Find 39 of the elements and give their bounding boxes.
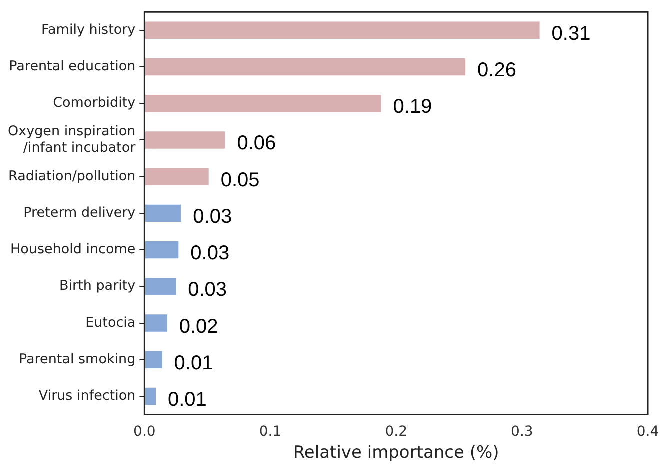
bar — [144, 351, 162, 368]
bar — [144, 58, 466, 76]
data-label: 0.06 — [237, 132, 276, 155]
data-label: 0.03 — [193, 206, 232, 228]
x-axis-title: Relative importance (%) — [293, 443, 500, 464]
y-tick-label: Comorbidity — [53, 95, 136, 112]
y-tick-label: Radiation/pollution — [8, 168, 136, 184]
data-label: 0.31 — [552, 22, 591, 45]
data-label: 0.03 — [190, 242, 230, 265]
data-label: 0.26 — [478, 60, 516, 82]
bar — [144, 168, 209, 186]
y-tick-label: Household income — [10, 242, 136, 258]
y-tick-label: Preterm delivery — [24, 204, 136, 221]
data-label: 0.01 — [168, 389, 207, 412]
y-tick-label: Parental education — [9, 58, 136, 75]
y-tick-label: Virus infection — [38, 388, 136, 404]
y-tick-label: Eutocia — [86, 314, 136, 331]
data-label: 0.01 — [174, 352, 214, 374]
bar — [144, 95, 382, 112]
x-tick-label: 0.2 — [385, 424, 408, 440]
x-tick-label: 0.0 — [134, 424, 156, 440]
bar — [144, 241, 179, 259]
bar — [144, 314, 168, 332]
bar — [144, 388, 156, 406]
data-label: 0.02 — [179, 316, 218, 338]
bar — [144, 278, 176, 296]
x-tick-label: 0.3 — [511, 424, 534, 440]
x-tick-label: 0.4 — [636, 424, 660, 440]
bar — [144, 132, 226, 149]
data-label: 0.19 — [393, 96, 432, 118]
y-tick-label: Family history — [42, 22, 136, 38]
y-tick-label: Oxygen inspiration /infant incubator — [8, 124, 136, 156]
bar — [144, 204, 182, 222]
y-tick-label: Parental smoking — [19, 351, 136, 368]
bar — [144, 22, 540, 40]
y-tick-label: Birth parity — [60, 278, 136, 294]
data-label: 0.05 — [220, 169, 260, 192]
data-label: 0.03 — [188, 279, 228, 302]
x-tick-label: 0.1 — [259, 424, 282, 440]
